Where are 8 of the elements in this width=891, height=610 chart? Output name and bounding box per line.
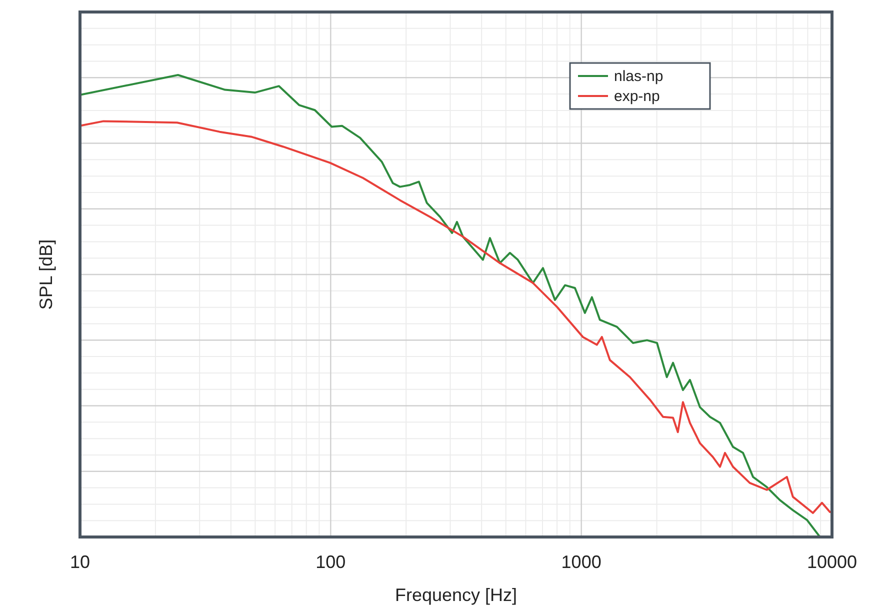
x-tick-label: 10 bbox=[70, 552, 90, 572]
x-axis-title: Frequency [Hz] bbox=[394, 585, 518, 605]
y-axis-title: SPL [dB] bbox=[36, 239, 56, 310]
x-tick-label: 1000 bbox=[561, 552, 602, 572]
x-tick-label: 10000 bbox=[806, 552, 858, 572]
legend-label: exp-np bbox=[614, 88, 660, 105]
x-tick-label: 100 bbox=[316, 552, 346, 572]
legend-label: nlas-np bbox=[614, 68, 664, 85]
